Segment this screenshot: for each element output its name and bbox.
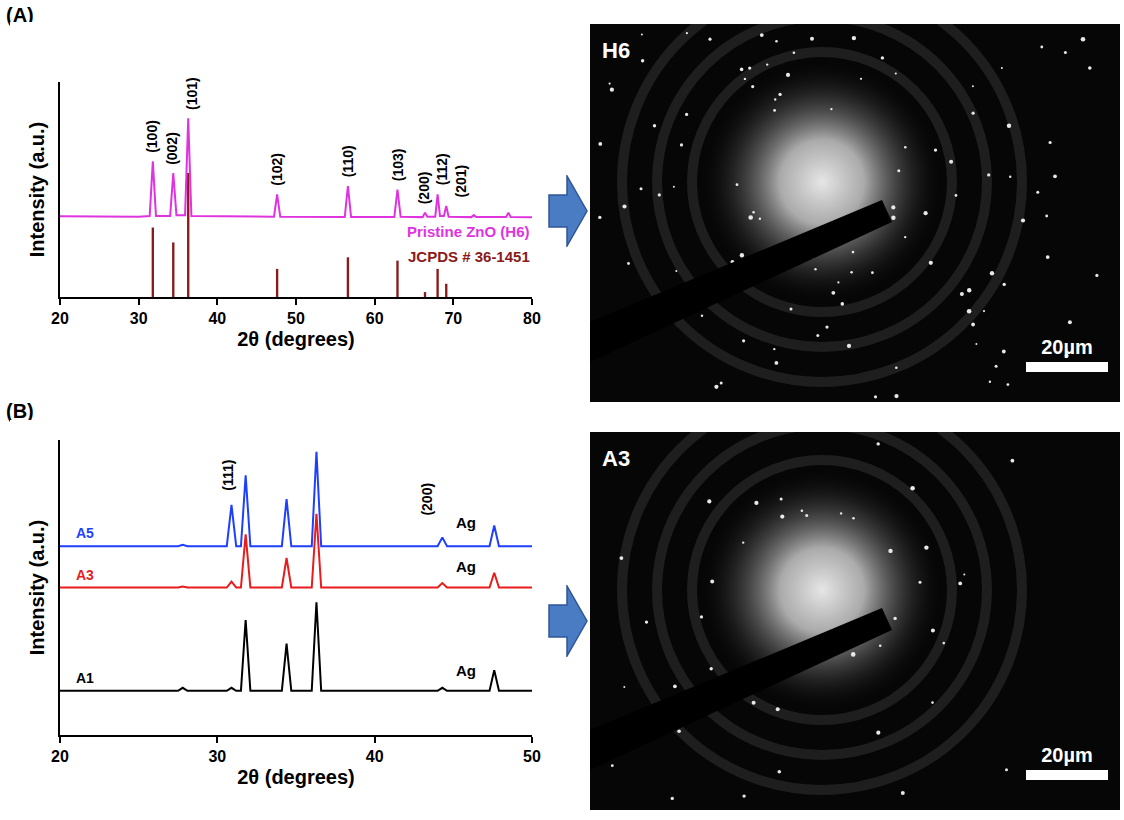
svg-text:40: 40: [366, 748, 384, 765]
svg-text:A3: A3: [76, 567, 94, 583]
svg-text:(002): (002): [164, 132, 180, 165]
html-text:(A): (A): [6, 4, 34, 26]
svg-text:(102): (102): [269, 153, 285, 186]
svg-text:(111): (111): [220, 460, 236, 491]
svg-text:Intensity (a.u.): Intensity (a.u.): [26, 520, 48, 656]
svg-text:50: 50: [287, 310, 305, 327]
svg-text:Intensity (a.u.): Intensity (a.u.): [26, 122, 48, 258]
svg-text:(100): (100): [144, 120, 160, 153]
svg-text:(112): (112): [434, 153, 450, 185]
svg-text:(201): (201): [453, 165, 469, 198]
svg-text:80: 80: [523, 310, 541, 327]
svg-text:Pristine ZnO (H6): Pristine ZnO (H6): [407, 223, 530, 240]
svg-text:(110): (110): [340, 145, 356, 177]
svg-text:50: 50: [523, 748, 541, 765]
svg-text:20µm: 20µm: [1041, 336, 1093, 358]
svg-text:JCPDS # 36-1451: JCPDS # 36-1451: [408, 248, 530, 265]
svg-text:A3: A3: [602, 446, 630, 471]
svg-text:30: 30: [208, 748, 226, 765]
svg-text:H6: H6: [602, 38, 630, 63]
svg-text:2θ (degrees): 2θ (degrees): [237, 766, 355, 788]
svg-text:40: 40: [208, 310, 226, 327]
svg-text:70: 70: [444, 310, 462, 327]
svg-text:20: 20: [51, 748, 69, 765]
svg-text:Ag: Ag: [456, 662, 476, 679]
svg-text:60: 60: [366, 310, 384, 327]
svg-text:A1: A1: [76, 670, 94, 686]
svg-text:(200): (200): [419, 483, 435, 516]
svg-text:(200): (200): [416, 172, 432, 205]
svg-text:A5: A5: [76, 525, 94, 541]
svg-text:20: 20: [51, 310, 69, 327]
html-text:(B): (B): [6, 400, 34, 422]
svg-text:20µm: 20µm: [1041, 744, 1093, 766]
svg-text:2θ (degrees): 2θ (degrees): [237, 328, 355, 350]
svg-text:Ag: Ag: [456, 558, 476, 575]
svg-text:(101): (101): [184, 77, 200, 110]
svg-text:Ag: Ag: [456, 514, 476, 531]
svg-text:30: 30: [130, 310, 148, 327]
svg-text:(103): (103): [390, 148, 406, 181]
